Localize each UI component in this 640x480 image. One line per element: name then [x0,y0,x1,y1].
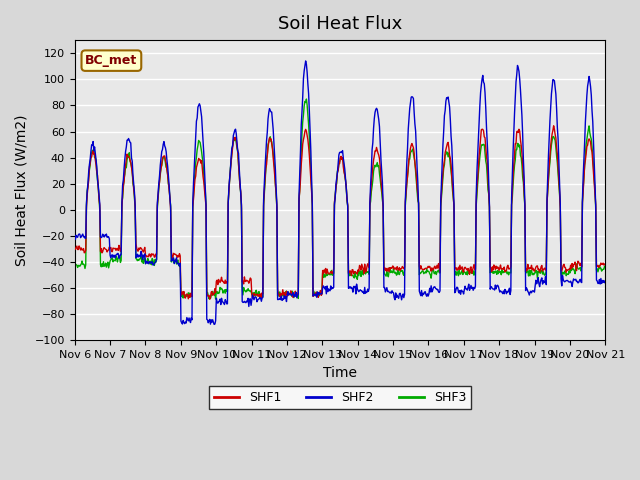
Text: BC_met: BC_met [85,54,138,67]
Y-axis label: Soil Heat Flux (W/m2): Soil Heat Flux (W/m2) [15,115,29,266]
Legend: SHF1, SHF2, SHF3: SHF1, SHF2, SHF3 [209,386,471,409]
X-axis label: Time: Time [323,366,357,380]
Title: Soil Heat Flux: Soil Heat Flux [278,15,402,33]
